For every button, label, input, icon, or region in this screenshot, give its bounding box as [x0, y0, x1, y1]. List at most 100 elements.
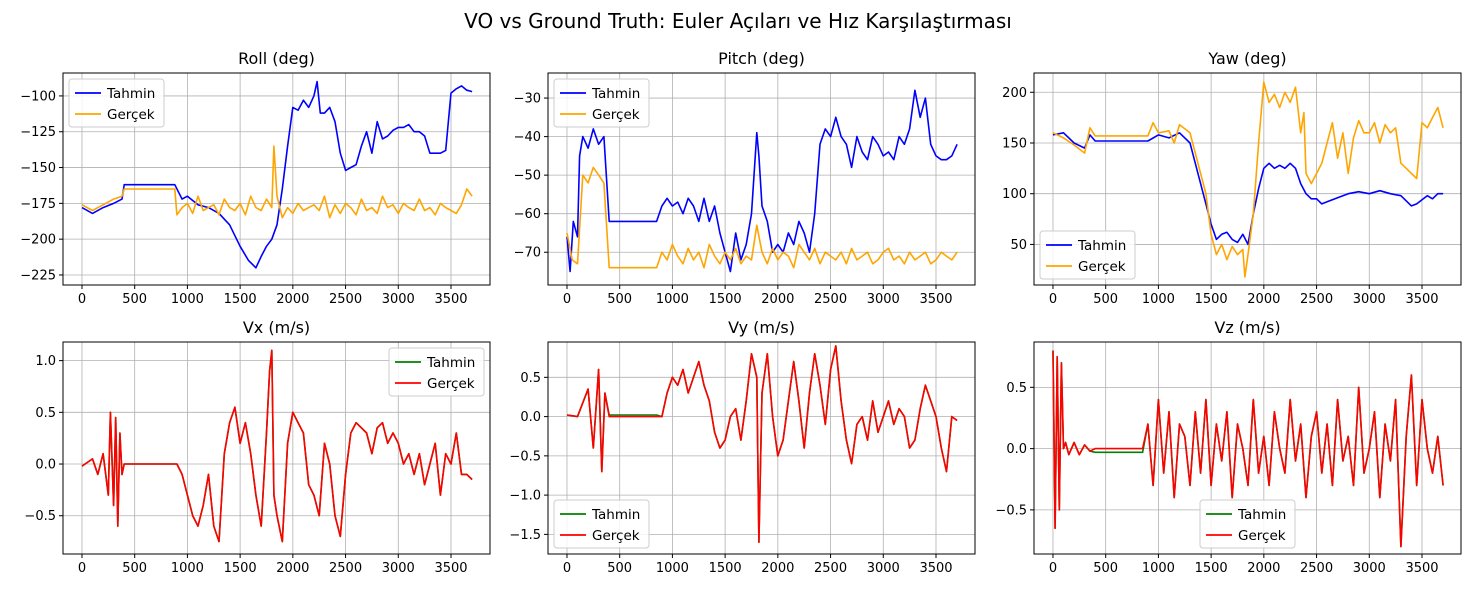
tick-labels: 0 500 1000 1500 2000 2500 3000 3500 −225 −200 −175…: [20, 89, 467, 307]
x-tick-label: 1500: [1195, 292, 1228, 307]
series-group: [566, 345, 958, 544]
x-tick-label: 0: [1049, 292, 1057, 307]
legend: Tahmin Gerçek: [553, 499, 650, 549]
subplot-grid: Roll (deg)0 500 1000 1500 2000 2500 3000 3500−2…: [20, 49, 1462, 576]
legend-box: [1199, 499, 1296, 549]
x-tick-label: 3500: [434, 292, 467, 307]
x-tick-label: 1000: [656, 561, 689, 576]
tick-labels: 0 500 1000 1500 2000 2500 3000 3500 −0.5 0.0 0.5: [995, 381, 1438, 576]
x-tick-label: 2000: [761, 292, 794, 307]
y-tick-label: 0.0: [35, 458, 56, 473]
y-tick-label: −1.5: [509, 528, 541, 543]
subplot-title: Roll (deg): [238, 49, 315, 68]
series-group: [566, 89, 958, 273]
legend-label: Gerçek: [592, 528, 640, 544]
x-tick-label: 1000: [1142, 292, 1175, 307]
x-tick-label: 500: [607, 561, 632, 576]
tick-labels: 0 500 1000 1500 2000 2500 3000 3500 −0.5 0.0 0.5 1.…: [24, 354, 467, 576]
tick-labels: 0 500 1000 1500 2000 2500 3000 3500 −70 −60 −50 −40…: [514, 92, 953, 307]
x-tick-label: 0: [563, 561, 571, 576]
legend-label: Gerçek: [1238, 528, 1286, 544]
series-group: [1052, 350, 1444, 548]
y-tick-label: −0.5: [24, 509, 56, 524]
x-tick-label: 0: [78, 292, 86, 307]
x-tick-label: 2500: [329, 292, 362, 307]
y-tick-label: 0.0: [520, 410, 541, 425]
axes-frame: [1033, 72, 1462, 286]
legend-label: Tahmin: [1077, 238, 1126, 254]
x-tick-label: 1500: [224, 292, 257, 307]
figure-title: VO vs Ground Truth: Euler Açıları ve Hız…: [464, 9, 1012, 33]
y-tick-label: −175: [20, 197, 56, 212]
y-tick-label: 0.0: [1006, 442, 1027, 457]
legend-label: Tahmin: [591, 507, 640, 523]
legend: Tahmin Gerçek: [1039, 230, 1136, 280]
legend-label: Tahmin: [106, 86, 155, 102]
legend-label: Gerçek: [1078, 259, 1126, 275]
x-tick-label: 2000: [1247, 292, 1280, 307]
y-tick-label: −60: [514, 207, 541, 222]
x-tick-label: 1000: [171, 292, 204, 307]
x-tick-label: 3000: [382, 561, 415, 576]
series-line-gercek: [566, 166, 958, 269]
subplot-title: Pitch (deg): [718, 49, 805, 68]
x-tick-label: 3000: [382, 292, 415, 307]
x-tick-label: 3000: [867, 292, 900, 307]
y-tick-label: −1.0: [509, 489, 541, 504]
legend: Tahmin Gerçek: [388, 347, 485, 397]
series-group: [81, 349, 473, 543]
y-tick-label: 150: [1002, 136, 1027, 151]
legend-box: [1039, 230, 1136, 280]
x-tick-label: 3500: [919, 561, 952, 576]
legend: Tahmin Gerçek: [68, 78, 165, 128]
subplot-5: Vy (m/s) 0 500 1000 1500 2000 2500 3000 3500 −1.5…: [509, 318, 976, 576]
subplot-title: Vz (m/s): [1214, 318, 1280, 337]
legend-label: Gerçek: [592, 107, 640, 123]
series-line-gercek: [81, 145, 473, 219]
x-tick-label: 1000: [656, 292, 689, 307]
x-tick-label: 500: [122, 561, 147, 576]
tick-labels: 0 500 1000 1500 2000 2500 3000 3500 50 100 150 200: [1002, 86, 1438, 307]
axes-frame: [1033, 341, 1462, 555]
legend-label: Tahmin: [426, 355, 475, 371]
y-tick-label: −100: [20, 89, 56, 104]
x-tick-label: 3500: [434, 561, 467, 576]
x-tick-label: 0: [563, 292, 571, 307]
subplot-title: Yaw (deg): [1207, 49, 1286, 68]
y-tick-label: −150: [20, 161, 56, 176]
series-line-gercek: [1052, 81, 1444, 278]
x-tick-label: 500: [607, 292, 632, 307]
y-tick-label: 1.0: [35, 354, 56, 369]
x-tick-label: 500: [1093, 561, 1118, 576]
x-tick-label: 3500: [1405, 561, 1438, 576]
y-tick-label: −70: [514, 246, 541, 261]
series-line-gercek: [81, 349, 473, 543]
subplot-1: Roll (deg) 0 500 1000 1500 2000 2500 3000 3500 −2…: [20, 49, 491, 307]
legend-box: [553, 78, 650, 128]
x-tick-label: 2500: [1300, 292, 1333, 307]
legend-box: [553, 499, 650, 549]
x-tick-label: 500: [122, 292, 147, 307]
series-line-gercek: [1052, 350, 1444, 548]
x-tick-label: 0: [1049, 561, 1057, 576]
x-tick-label: 3000: [1353, 561, 1386, 576]
legend-box: [68, 78, 165, 128]
legend: Tahmin Gerçek: [553, 78, 650, 128]
x-tick-label: 1000: [1142, 561, 1175, 576]
subplot-3: Yaw (deg) 0 500 1000 1500 2000 2500 3000 3500 50 1…: [1002, 49, 1462, 307]
series-line-tahmin: [566, 89, 958, 273]
subplot-6: Vz (m/s) 0 500 1000 1500 2000 2500 3000 3500 −0.5…: [995, 318, 1462, 576]
series-line-tahmin: [81, 80, 473, 269]
x-tick-label: 1500: [1195, 561, 1228, 576]
x-tick-label: 2000: [1247, 561, 1280, 576]
x-tick-label: 2500: [814, 292, 847, 307]
x-tick-label: 1500: [224, 561, 257, 576]
y-tick-label: −0.5: [995, 503, 1027, 518]
series-group: [81, 80, 473, 269]
x-tick-label: 1000: [171, 561, 204, 576]
legend-label: Gerçek: [427, 376, 475, 392]
x-tick-label: 2500: [329, 561, 362, 576]
x-tick-label: 2000: [276, 561, 309, 576]
series-line-tahmin: [1052, 132, 1444, 246]
